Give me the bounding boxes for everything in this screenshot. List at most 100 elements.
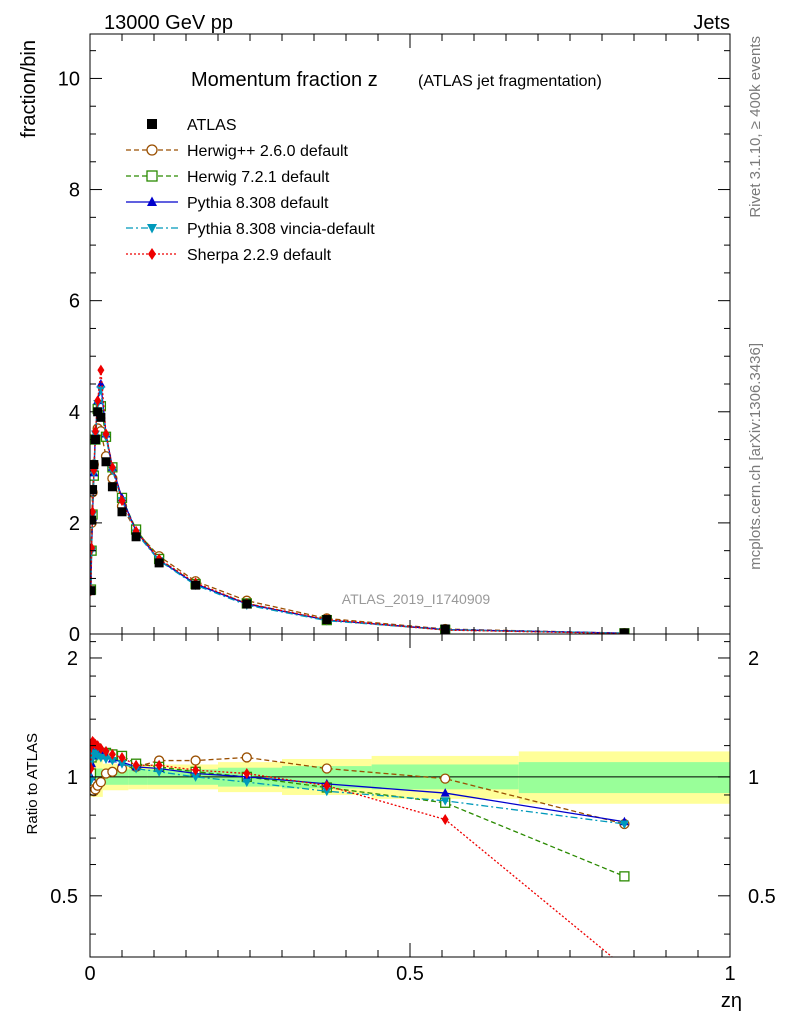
- y-tick-label-main: 10: [58, 68, 80, 90]
- ratio-point: [321, 763, 332, 774]
- band-inner-segment: [518, 762, 730, 794]
- legend-marker: [147, 196, 157, 206]
- y-tick-label-main: 6: [69, 291, 80, 313]
- ratio-point: [322, 787, 332, 797]
- ratio-point: [132, 759, 140, 771]
- ratio-uncertainty-band: [90, 751, 730, 804]
- ratio-series-sherpa-2-2-9-default: [90, 735, 628, 973]
- legend-marker: [146, 144, 158, 156]
- data-point: [90, 460, 99, 470]
- series-line: [90, 389, 625, 634]
- data-point: [96, 412, 106, 422]
- data-point: [242, 599, 252, 609]
- legend: ATLAS Herwig++ 2.6.0 default Herwig 7.2.1 …: [126, 117, 375, 264]
- data-point: [97, 364, 105, 376]
- rivet-label: Rivet 3.1.10, ≥ 400k events: [747, 36, 764, 218]
- header-category: Jets: [693, 12, 730, 34]
- data-point: [154, 558, 164, 568]
- data-point: [90, 586, 96, 596]
- data-point: [90, 515, 97, 525]
- legend-entry: Sherpa 2.2.9 default: [126, 247, 332, 264]
- chart-title-main: Momentum fraction z: [191, 69, 378, 91]
- ratio-point: [621, 962, 628, 973]
- data-point: [101, 457, 111, 467]
- x-tick-label: 0.5: [396, 963, 424, 985]
- data-point: [96, 386, 106, 395]
- series-line: [90, 370, 625, 634]
- ratio-point: [323, 780, 331, 792]
- legend-marker: [146, 170, 158, 182]
- legend-entry: Herwig++ 2.6.0 default: [126, 143, 349, 160]
- ratio-point: [440, 788, 450, 797]
- data-point: [90, 485, 98, 495]
- ratio-point: [107, 766, 118, 777]
- y-axis-label-main: fraction/bin: [18, 40, 40, 138]
- ratio-point: [118, 751, 126, 763]
- ratio-point: [191, 773, 201, 782]
- main-plot: [90, 364, 630, 634]
- ratio-point: [190, 755, 201, 766]
- legend-label: Pythia 8.308 default: [187, 195, 329, 212]
- mcplots-label: mcplots.cern.ch [arXiv:1306.3436]: [747, 343, 764, 570]
- ratio-point: [192, 764, 200, 776]
- data-point: [191, 580, 201, 590]
- y-axis-label-ratio: Ratio to ATLAS: [24, 733, 41, 834]
- y-tick-label-main: 2: [69, 513, 80, 535]
- ratio-point: [95, 776, 107, 788]
- ratio-point: [155, 759, 163, 771]
- data-point: [322, 615, 332, 625]
- ratio-point: [90, 776, 96, 786]
- legend-marker: [148, 248, 156, 260]
- legend-entry: ATLAS: [147, 117, 237, 134]
- legend-entry: Pythia 8.308 vincia-default: [126, 221, 375, 238]
- ratio-point: [440, 797, 450, 806]
- ratio-y-tick-label-right: 2: [748, 648, 759, 670]
- ratio-point: [619, 871, 630, 882]
- chart-title: Momentum fraction z (ATLAS jet fragmenta…: [191, 69, 602, 91]
- data-point: [107, 482, 117, 492]
- ratio-y-tick-label-left: 1: [67, 767, 78, 789]
- data-point: [440, 624, 450, 634]
- legend-label: Herwig 7.2.1 default: [187, 169, 330, 186]
- ratio-point: [90, 763, 95, 775]
- ratio-point: [107, 757, 117, 766]
- x-axis-label: zη: [721, 990, 742, 1012]
- y-tick-label-main: 0: [69, 624, 80, 646]
- data-point: [131, 532, 141, 542]
- chart-title-sub: (ATLAS jet fragmentation): [418, 73, 602, 90]
- data-point: [90, 506, 97, 518]
- legend-label: Sherpa 2.2.9 default: [187, 247, 332, 264]
- analysis-label: ATLAS_2019_I1740909: [342, 591, 491, 607]
- ratio-point: [108, 748, 116, 760]
- data-point: [118, 495, 126, 507]
- ratio-point: [102, 745, 110, 757]
- header-energy: 13000 GeV pp: [104, 12, 233, 34]
- legend-label: Pythia 8.308 vincia-default: [187, 221, 375, 238]
- legend-entry: Herwig 7.2.1 default: [126, 169, 330, 186]
- data-point: [108, 461, 116, 473]
- ratio-y-tick-label-right: 0.5: [748, 886, 776, 908]
- ratio-y-tick-label-right: 1: [748, 767, 759, 789]
- ratio-plot: [90, 735, 730, 973]
- data-point: [91, 425, 99, 437]
- ratio-point: [243, 767, 251, 779]
- legend-label: ATLAS: [187, 117, 237, 134]
- ratio-y-tick-label-left: 2: [67, 648, 78, 670]
- legend-marker: [147, 224, 157, 234]
- ratio-point: [154, 768, 164, 777]
- y-tick-label-main: 8: [69, 180, 80, 202]
- data-point: [94, 395, 102, 407]
- ratio-point: [619, 820, 629, 829]
- ratio-point: [441, 814, 449, 826]
- legend-label: Herwig++ 2.6.0 default: [187, 143, 349, 160]
- ratio-point: [241, 752, 252, 763]
- data-point: [619, 628, 629, 634]
- ratio-point: [440, 773, 451, 784]
- x-tick-label: 1: [724, 963, 735, 985]
- data-point: [117, 507, 127, 517]
- ratio-point: [242, 778, 252, 788]
- data-point: [102, 428, 110, 440]
- main-frame: [89, 33, 731, 635]
